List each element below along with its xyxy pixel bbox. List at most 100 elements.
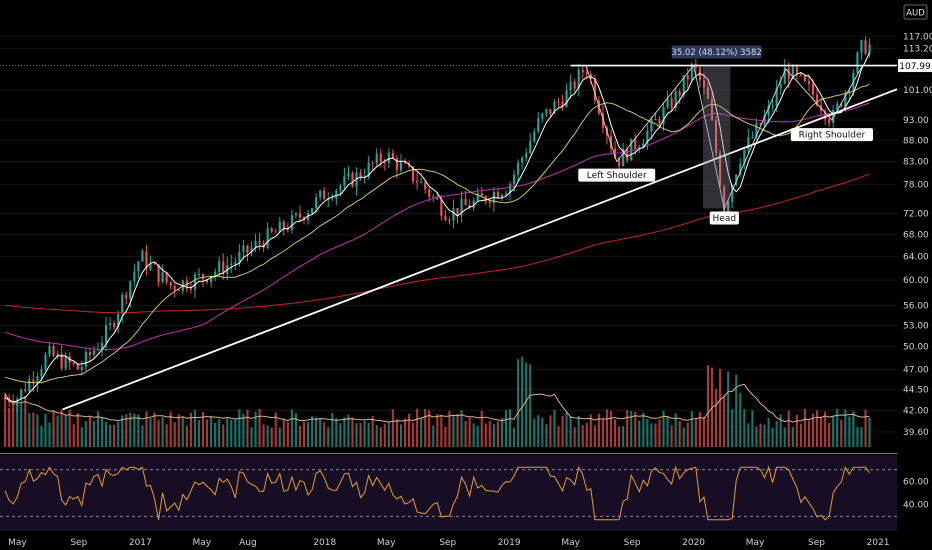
volume-bar	[545, 424, 548, 447]
candle	[670, 92, 673, 111]
volume-bar	[803, 408, 806, 447]
candle	[100, 336, 104, 357]
volume-bar	[844, 409, 847, 447]
candle	[504, 190, 508, 196]
volume-bar	[286, 422, 289, 447]
volume-bar	[702, 416, 705, 447]
volume-bar	[448, 410, 451, 447]
volume-bar	[557, 426, 560, 447]
candle	[16, 396, 19, 413]
volume-bar	[856, 427, 859, 447]
volume-bar	[630, 410, 633, 447]
volume-bar	[339, 423, 342, 447]
candle	[799, 73, 802, 78]
ascending-trendline[interactable]	[62, 88, 898, 411]
candle	[771, 99, 774, 112]
volume-bar	[513, 427, 516, 447]
volume-bar	[387, 422, 390, 447]
volume-bar	[258, 408, 261, 447]
volume-bar	[496, 421, 499, 447]
pattern-label-left-shoulder[interactable]: Left Shoulder	[578, 168, 656, 182]
y-tick-label: 93.00	[903, 116, 929, 126]
candle	[706, 81, 710, 100]
candle	[375, 148, 378, 167]
x-tick-label: Aug	[239, 538, 257, 548]
y-tick-label: 47.00	[903, 365, 929, 375]
candle	[359, 169, 362, 181]
candle	[759, 122, 762, 126]
candle	[686, 67, 689, 89]
volume-bar	[613, 419, 617, 447]
volume-bar	[618, 426, 621, 447]
volume-bar	[327, 426, 330, 447]
pattern-label-head[interactable]: Head	[709, 211, 739, 225]
pattern-labels: Left Shoulder Head Right Shoulder	[578, 128, 873, 225]
volume-bar	[323, 422, 326, 447]
volume-bar	[714, 388, 718, 447]
volume-bar	[335, 418, 338, 447]
candle	[557, 97, 560, 107]
volume-bar	[791, 426, 794, 447]
volume-bar	[28, 413, 31, 447]
volume-bar	[739, 392, 742, 447]
candle	[682, 75, 685, 99]
currency-badge[interactable]	[903, 4, 928, 20]
volume-bar	[529, 364, 532, 447]
volume-bar	[145, 411, 148, 447]
volume-bar	[783, 427, 786, 447]
volume-bar	[44, 413, 47, 447]
candle	[521, 155, 524, 170]
volume-bar	[266, 425, 269, 447]
candle	[230, 254, 233, 274]
head-shoulders-outline	[585, 64, 863, 210]
volume-bar	[658, 419, 661, 447]
candle	[674, 88, 677, 112]
volume-bar	[432, 425, 435, 447]
candle	[416, 172, 419, 191]
candle	[282, 219, 285, 236]
volume-bar	[40, 425, 43, 447]
volume-bar	[84, 421, 87, 447]
volume-bar	[525, 362, 528, 447]
candle	[832, 104, 835, 128]
volume-bar	[210, 415, 213, 447]
candle	[246, 244, 249, 262]
volume-bar	[355, 423, 358, 447]
candle	[80, 360, 83, 376]
candle	[650, 116, 653, 140]
candle	[662, 102, 665, 131]
volume-bar	[811, 413, 815, 447]
volume-bar	[472, 423, 475, 447]
volume-bar	[824, 411, 827, 447]
candle	[747, 128, 750, 154]
volume-bar	[246, 409, 249, 447]
candle	[569, 74, 572, 99]
candle	[145, 245, 148, 276]
volume-bar	[747, 423, 750, 447]
volume-bar	[698, 411, 701, 447]
volume-bar	[270, 427, 273, 447]
volume-bar	[371, 415, 374, 447]
candle	[109, 317, 112, 331]
rsi-panel	[0, 455, 897, 531]
candle	[710, 89, 714, 122]
volume-bar	[294, 413, 297, 447]
candle	[630, 138, 633, 161]
candle	[278, 216, 281, 233]
candle	[420, 177, 423, 184]
x-tick-label: Sep	[624, 538, 641, 548]
volume-bar	[234, 418, 237, 447]
y-tick-label: 117.00	[903, 32, 932, 42]
y-tick-label: 113.20	[903, 44, 932, 54]
candle	[622, 142, 625, 167]
pattern-label-right-shoulder[interactable]: Right Shoulder	[790, 128, 873, 142]
volume-bar	[771, 427, 774, 447]
volume-bar	[820, 417, 823, 447]
volume-bar	[723, 395, 726, 447]
volume-bar	[561, 415, 564, 447]
candle	[258, 232, 261, 251]
x-tick-label: 2020	[682, 538, 705, 548]
y-tick-label: 78.00	[903, 180, 929, 190]
candle	[355, 167, 358, 196]
